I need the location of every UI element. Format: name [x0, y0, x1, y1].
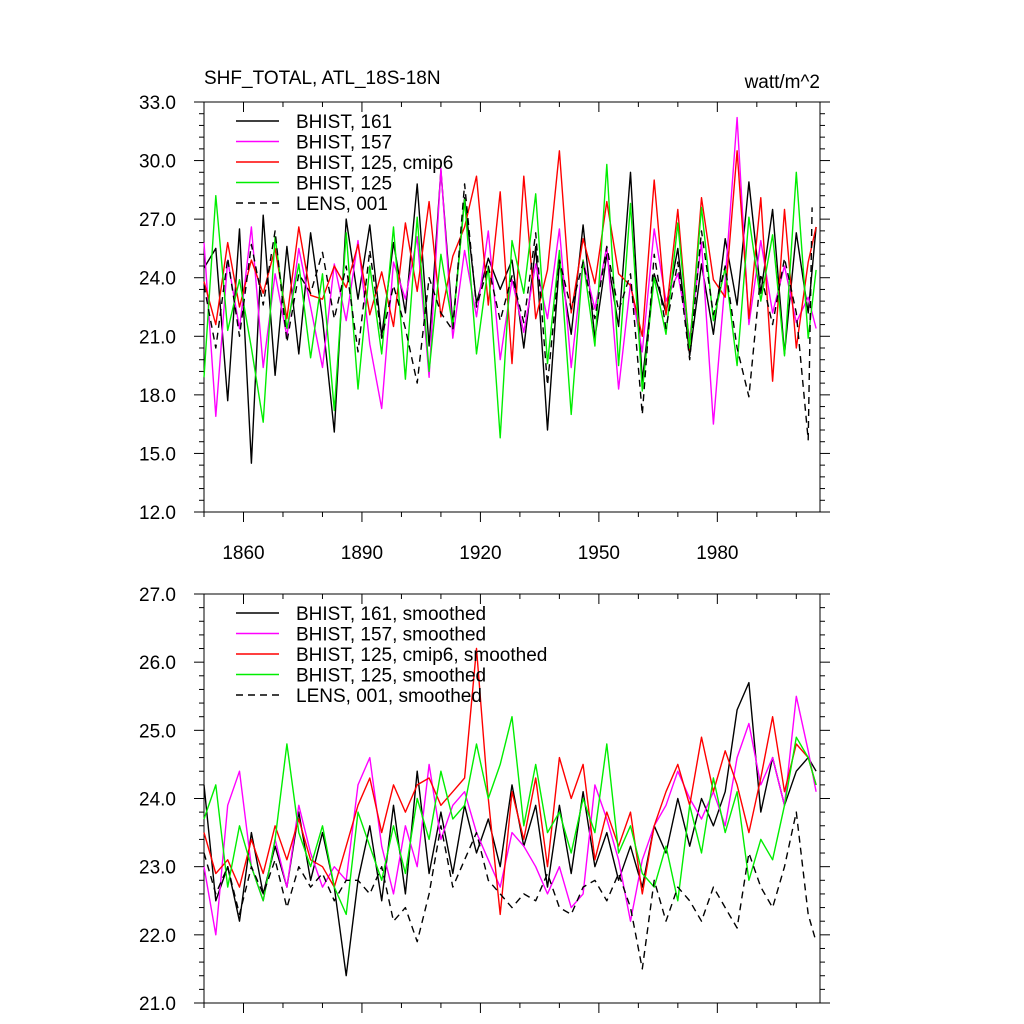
- chart-0-series-line-4: [203, 163, 817, 439]
- chart-1-y-tick-label: 27.0: [139, 585, 176, 606]
- chart-0-y-tick-label: 24.0: [139, 269, 176, 290]
- chart-0-y-tick-label: 15.0: [139, 444, 176, 465]
- bottom-panel: 21.0 22.0 23.0 24.0 25.0 26.0 27.0 BHIST, 161, …: [139, 585, 830, 1015]
- chart-0-y-tick-label: 27.0: [139, 210, 176, 231]
- chart-1-y-tick-label: 21.0: [139, 994, 176, 1015]
- chart-1-legend-label: BHIST, 161, smoothed: [296, 604, 486, 625]
- chart-0-units-label: watt/m^2: [744, 72, 820, 93]
- chart-1-y-tick-label: 25.0: [139, 721, 176, 742]
- chart-0-y-tick-label: 30.0: [139, 152, 176, 173]
- chart-1-legend-label: BHIST, 125, smoothed: [296, 666, 486, 687]
- chart-1-legend-label: LENS, 001, smoothed: [296, 686, 482, 707]
- chart-0-y-tick-label: 18.0: [139, 386, 176, 407]
- chart-1-series-line-2: [203, 695, 817, 936]
- chart-0-legend-label: BHIST, 161: [296, 112, 392, 133]
- chart-0-legend-label: BHIST, 157: [296, 133, 392, 154]
- chart-0-y-tick-label: 33.0: [139, 93, 176, 114]
- chart-1-series-group: [203, 647, 817, 977]
- chart-1-series-line-4: [203, 716, 817, 916]
- chart-0-legend-label: LENS, 001: [296, 194, 388, 215]
- chart-1-series-line-3: [203, 647, 817, 916]
- chart-0-legend-label: BHIST, 125, cmip6: [296, 153, 453, 174]
- chart-0-x-tick-label: 1890: [341, 543, 383, 564]
- chart-1-series-line-1: [203, 681, 817, 977]
- chart-0-plot-frame: [203, 101, 821, 513]
- chart-0-x-tick-label: 1920: [459, 543, 501, 564]
- chart-0-title: SHF_TOTAL, ATL_18S-18N: [204, 68, 441, 89]
- chart-0-legend-label: BHIST, 125: [296, 174, 392, 195]
- chart-0-series-line-2: [203, 116, 817, 425]
- chart-0-series-line-3: [203, 150, 817, 382]
- chart-1-series-line-5: [203, 811, 817, 970]
- chart-0-series-line-5: [203, 183, 813, 441]
- chart-1-legend-label: BHIST, 157, smoothed: [296, 625, 486, 646]
- top-panel: 1860 1890 1920 1950 1980 12.0 15.0 18.0 21.0 24.0…: [139, 68, 830, 564]
- chart-1-y-tick-label: 23.0: [139, 858, 176, 879]
- chart-1-y-tick-label: 22.0: [139, 926, 176, 947]
- chart-0-x-tick-label: 1860: [222, 543, 264, 564]
- chart-0-y-tick-label: 12.0: [139, 503, 176, 524]
- chart-1-y-tick-label: 24.0: [139, 790, 176, 811]
- chart-0-x-tick-label: 1950: [578, 543, 620, 564]
- chart-1-legend-label: BHIST, 125, cmip6, smoothed: [296, 645, 547, 666]
- chart-0-y-tick-label: 21.0: [139, 327, 176, 348]
- chart-1-y-tick-label: 26.0: [139, 653, 176, 674]
- chart-0-x-tick-label: 1980: [696, 543, 738, 564]
- chart-0-series-group: [203, 116, 817, 464]
